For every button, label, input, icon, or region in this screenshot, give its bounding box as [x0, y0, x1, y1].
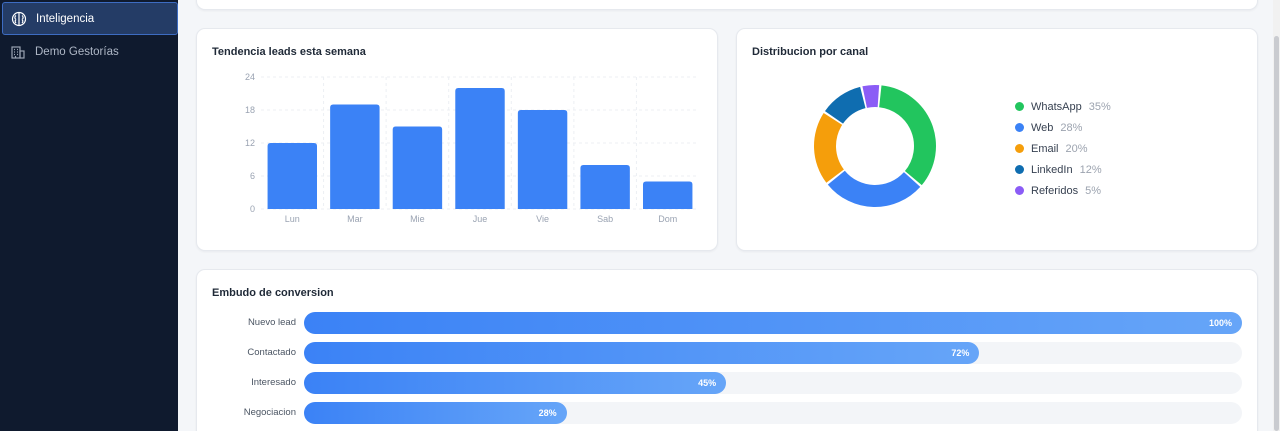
funnel-row: Negociacion 28% — [196, 402, 1258, 424]
funnel-percent: 45% — [698, 378, 717, 388]
legend-dot — [1015, 123, 1024, 132]
legend-label: LinkedIn — [1031, 163, 1073, 176]
y-tick-label: 18 — [245, 105, 255, 115]
donut-slice-linkedin[interactable] — [824, 86, 866, 124]
top-card — [196, 0, 1258, 10]
funnel-track: 72% — [304, 342, 1242, 364]
sidebar: Inteligencia Demo Gestorías — [0, 0, 178, 431]
legend-percent: 12% — [1079, 163, 1102, 176]
x-tick-label: Jue — [473, 214, 488, 224]
bar-dom[interactable] — [642, 181, 693, 210]
leads-trend-card: Tendencia leads esta semana 0 6 12 18 24 Lun M… — [196, 28, 718, 251]
sidebar-item-demo-gestorias[interactable]: Demo Gestorías — [2, 35, 178, 68]
funnel-stage-label: Negociacion — [243, 407, 296, 418]
x-tick-label: Sab — [597, 214, 613, 224]
bar-lun[interactable] — [267, 143, 318, 209]
legend-percent: 5% — [1085, 184, 1101, 197]
funnel-percent: 28% — [538, 408, 557, 418]
y-tick-label: 0 — [250, 204, 255, 214]
funnel-track: 45% — [304, 372, 1242, 394]
scrollbar-thumb[interactable] — [1274, 36, 1279, 431]
legend-item-email[interactable]: Email 20% — [1015, 138, 1111, 159]
legend-percent: 20% — [1065, 142, 1088, 155]
channel-distribution-title: Distribucion por canal — [752, 46, 869, 58]
building-icon — [10, 44, 26, 60]
bar-jue[interactable] — [455, 88, 505, 209]
funnel-stage-label: Contactado — [247, 347, 296, 358]
legend-dot — [1015, 102, 1024, 111]
legend-dot — [1015, 186, 1024, 195]
funnel-stage-label: Interesado — [251, 377, 296, 388]
x-tick-label: Mar — [347, 214, 363, 224]
donut-slice-referidos[interactable] — [862, 85, 880, 108]
legend-dot — [1015, 144, 1024, 153]
funnel-bar[interactable]: 72% — [304, 342, 980, 364]
y-tick-label: 6 — [250, 171, 255, 181]
y-tick-label: 12 — [245, 138, 255, 148]
donut-slice-web[interactable] — [827, 170, 921, 207]
funnel-percent: 72% — [951, 348, 970, 358]
funnel-percent: 100% — [1208, 318, 1232, 328]
leads-bar-chart: 0 6 12 18 24 Lun Mar Mie Jue Vie Sab Dom — [245, 72, 699, 224]
bar-mie[interactable] — [392, 126, 443, 210]
funnel-track: 28% — [304, 402, 1242, 424]
legend-item-whatsapp[interactable]: WhatsApp 35% — [1015, 96, 1111, 117]
legend-item-referidos[interactable]: Referidos 5% — [1015, 180, 1111, 201]
channel-distribution-card: Distribucion por canal — [736, 28, 1258, 251]
donut-slice-whatsapp[interactable] — [879, 85, 936, 186]
page-scrollbar[interactable] — [1273, 0, 1280, 431]
legend-item-web[interactable]: Web 28% — [1015, 117, 1111, 138]
funnel-stage-label: Nuevo lead — [247, 317, 296, 328]
channel-donut-chart — [814, 85, 936, 207]
x-tick-label: Lun — [285, 214, 300, 224]
legend-label: WhatsApp — [1031, 100, 1082, 113]
funnel-row: Contactado 72% — [196, 342, 1258, 364]
x-tick-label: Vie — [536, 214, 549, 224]
funnel-bar[interactable]: 28% — [304, 402, 567, 424]
sidebar-item-label: Demo Gestorías — [35, 45, 119, 58]
legend-label: Web — [1031, 121, 1054, 134]
y-tick-label: 24 — [245, 72, 255, 82]
funnel-row: Nuevo lead 100% — [196, 312, 1258, 334]
legend-item-linkedin[interactable]: LinkedIn 12% — [1015, 159, 1111, 180]
bar-sab[interactable] — [580, 165, 630, 209]
leads-trend-title: Tendencia leads esta semana — [212, 46, 366, 58]
bar-mar[interactable] — [330, 104, 380, 210]
legend-percent: 35% — [1088, 100, 1111, 113]
legend-label: Referidos — [1031, 184, 1079, 197]
brain-icon — [11, 11, 27, 27]
funnel-bar[interactable]: 45% — [304, 372, 727, 394]
sidebar-item-inteligencia[interactable]: Inteligencia — [2, 2, 178, 35]
legend-label: Email — [1031, 142, 1059, 155]
donut-slice-email[interactable] — [814, 113, 844, 183]
bar-vie[interactable] — [517, 110, 568, 209]
conversion-funnel-title: Embudo de conversion — [212, 287, 334, 299]
funnel-row: Interesado 45% — [196, 372, 1258, 394]
funnel-bar[interactable]: 100% — [304, 312, 1242, 334]
channel-legend: WhatsApp 35% Web 28% Email 20% LinkedIn 12% Refe… — [1015, 96, 1111, 201]
funnel-track: 100% — [304, 312, 1242, 334]
legend-dot — [1015, 165, 1024, 174]
x-tick-label: Dom — [658, 214, 677, 224]
legend-percent: 28% — [1060, 121, 1083, 134]
x-tick-label: Mie — [410, 214, 425, 224]
sidebar-item-label: Inteligencia — [36, 12, 95, 25]
